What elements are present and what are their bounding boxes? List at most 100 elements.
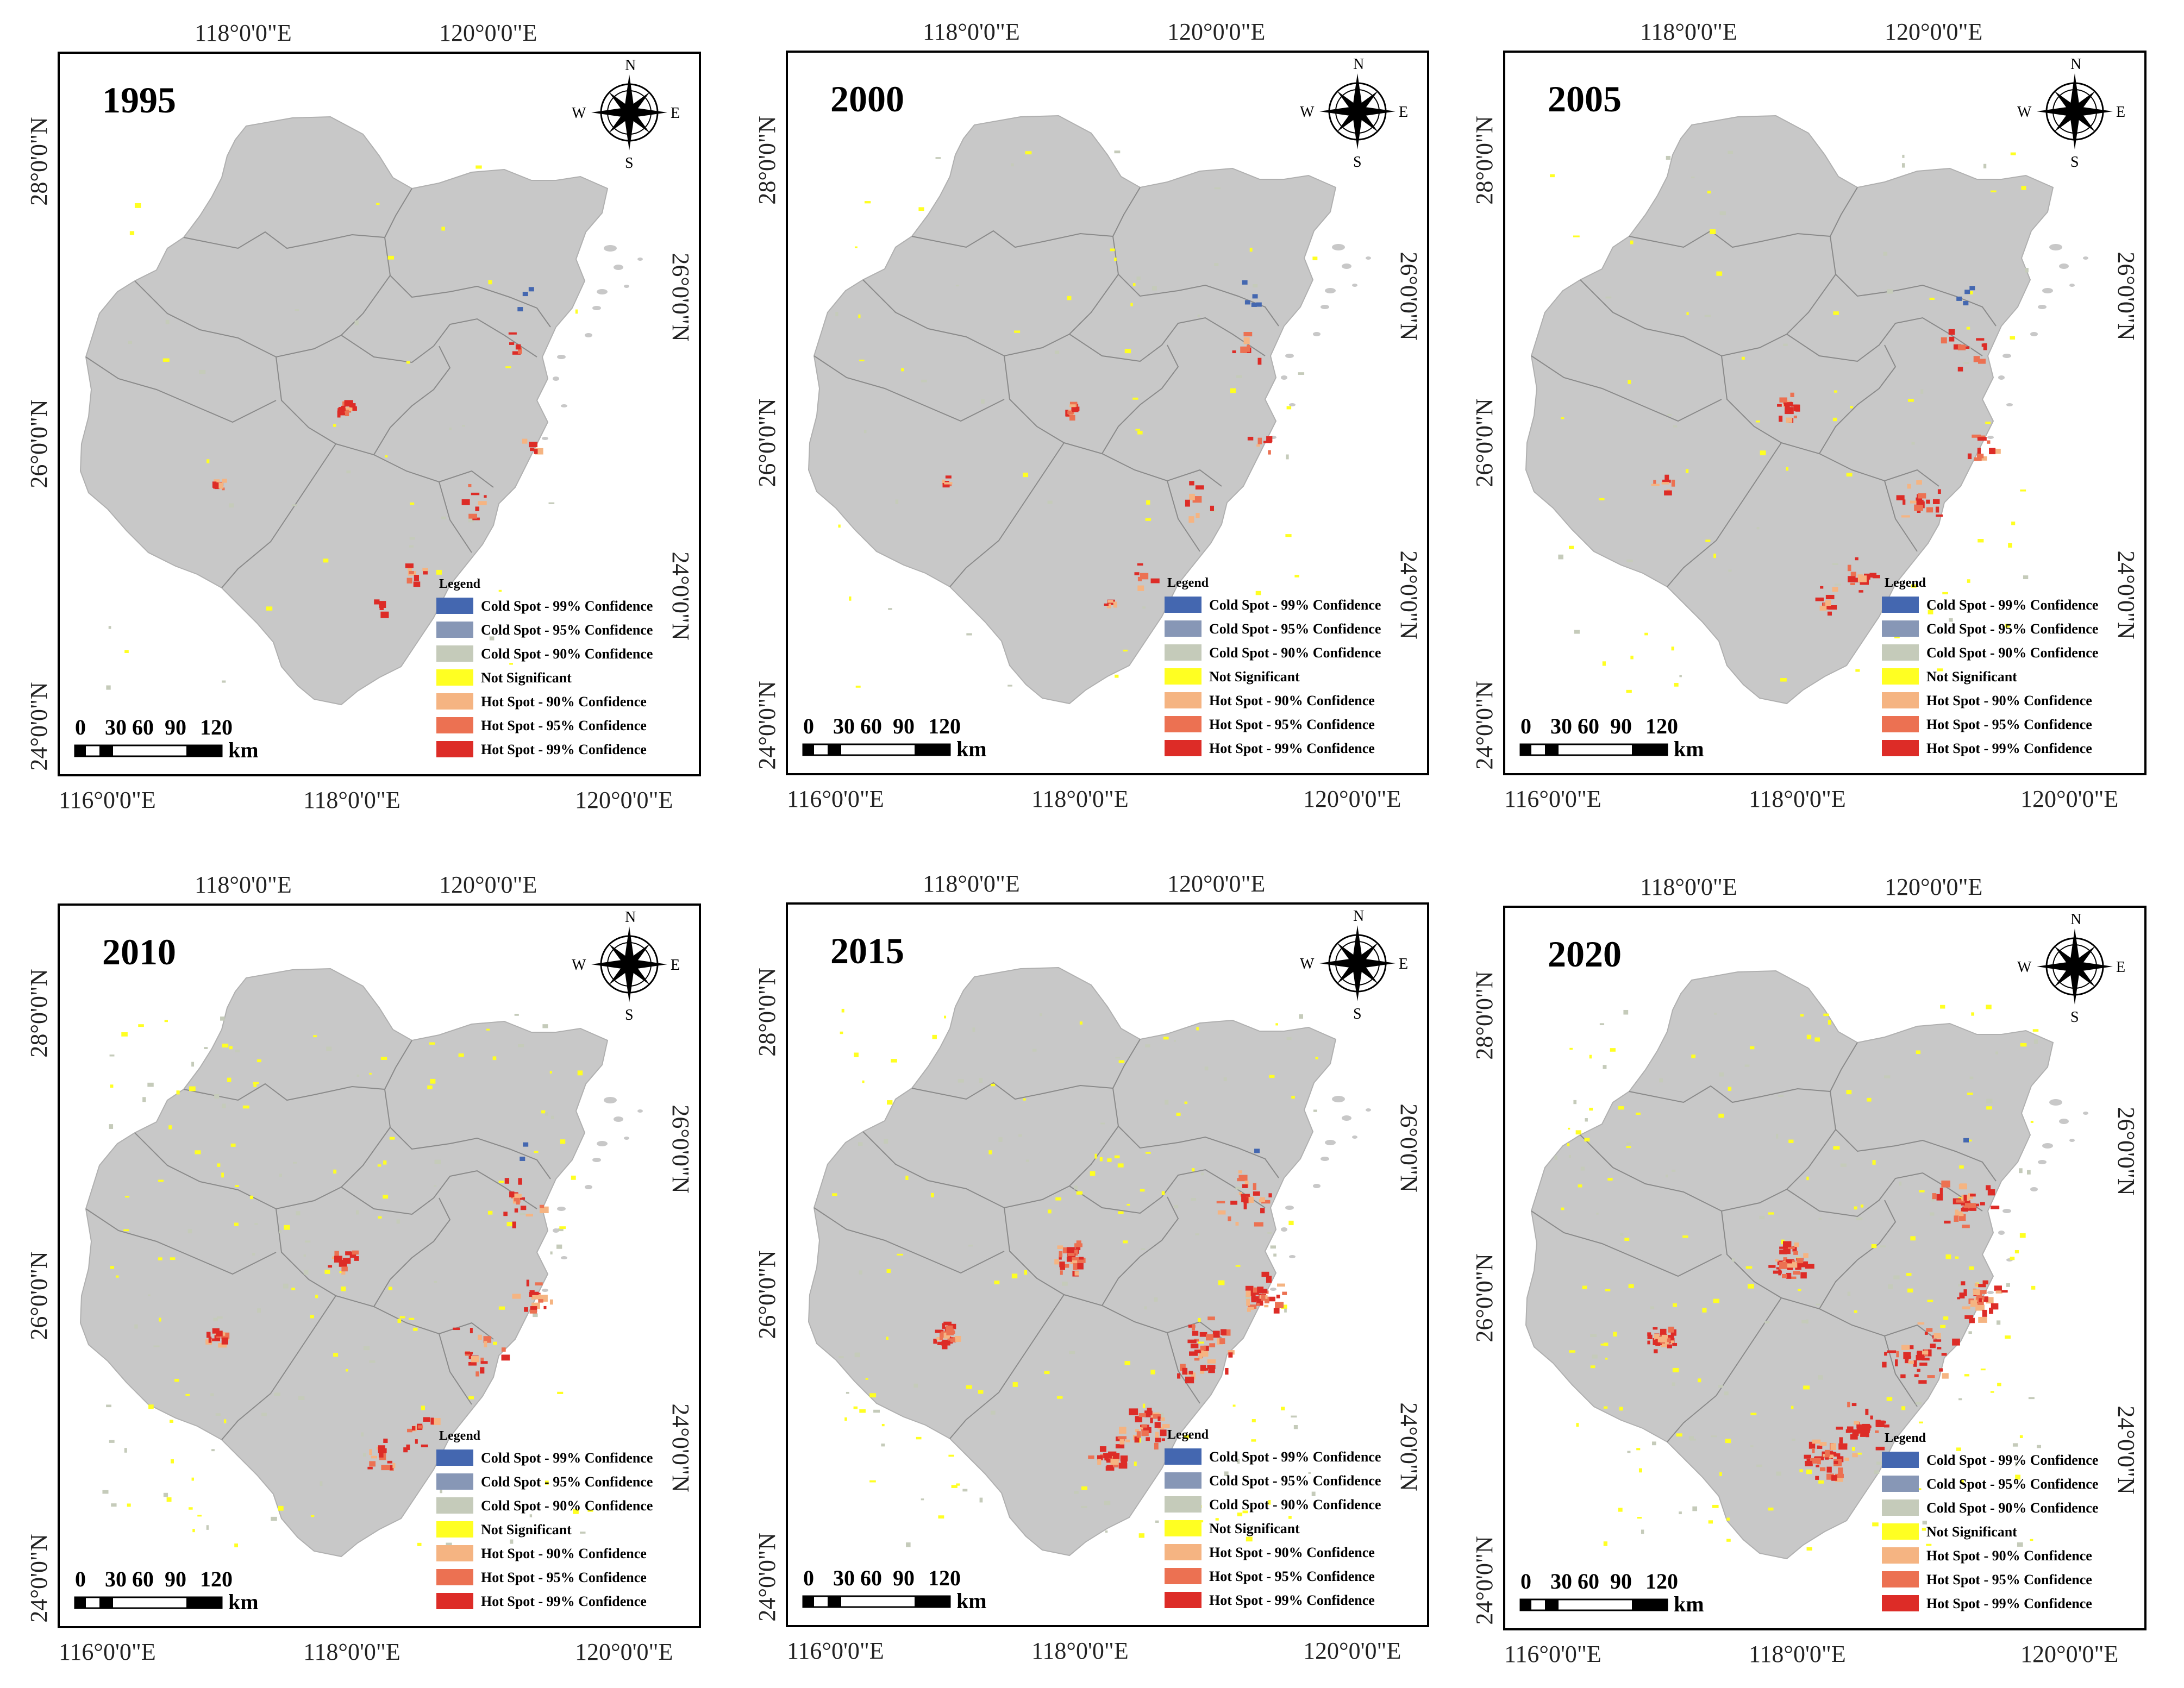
hot-spot-patch — [509, 1191, 515, 1197]
not-significant-patch — [1114, 1155, 1120, 1159]
hot-spot-patch — [1779, 397, 1787, 403]
not-significant-patch — [1142, 1403, 1146, 1409]
not-significant-patch — [968, 1244, 973, 1247]
not-significant-patch — [109, 1124, 114, 1129]
hot-spot-patch — [1261, 1200, 1271, 1204]
hot-spot-patch — [1987, 440, 1991, 444]
not-significant-patch — [1626, 1146, 1631, 1148]
legend-item-label: Cold Spot - 99% Confidence — [1926, 1452, 2098, 1468]
hot-spot-patch — [211, 1338, 221, 1341]
hot-spot-patch — [1983, 343, 1987, 350]
not-significant-patch — [235, 1050, 240, 1052]
not-significant-patch — [1728, 1087, 1732, 1091]
scale-bar-segment — [828, 1596, 841, 1607]
hot-spot-patch — [1835, 1473, 1844, 1478]
scale-bar-label: 60 — [132, 1567, 154, 1591]
not-significant-patch — [492, 1056, 497, 1061]
hot-spot-patch — [392, 1463, 396, 1468]
hot-spot-patch — [1941, 1353, 1947, 1356]
not-significant-patch — [1918, 1421, 1923, 1423]
scale-bar-unit: km — [1674, 737, 1704, 761]
hot-spot-patch — [1986, 1297, 1994, 1304]
not-significant-patch — [1568, 545, 1574, 549]
not-significant-patch — [841, 1008, 844, 1013]
island — [637, 1109, 643, 1113]
not-significant-patch — [2012, 1443, 2018, 1447]
hot-spot-patch — [1190, 1344, 1199, 1348]
scale-bar-unit: km — [956, 1589, 987, 1613]
not-significant-patch — [148, 1404, 154, 1409]
not-significant-patch — [170, 1459, 174, 1464]
hot-spot-patch — [1918, 1356, 1922, 1359]
not-significant-patch — [1691, 176, 1695, 179]
not-significant-patch — [1011, 1273, 1018, 1279]
not-significant-patch — [498, 1306, 505, 1310]
left-latitude-tick: 28°0'0"N — [26, 117, 52, 205]
not-significant-patch — [324, 1270, 330, 1274]
not-significant-patch — [333, 1169, 337, 1174]
not-significant-patch — [1291, 1095, 1295, 1099]
hot-spot-patch — [1916, 480, 1922, 485]
hot-spot-patch — [1153, 1414, 1161, 1419]
hot-spot-patch — [1150, 1417, 1153, 1423]
hot-spot-patch — [1247, 344, 1250, 352]
hot-spot-patch — [1817, 1458, 1821, 1465]
hot-spot-patch — [354, 1256, 359, 1261]
legend-swatch — [436, 741, 473, 757]
legend-item-label: Cold Spot - 99% Confidence — [481, 1450, 653, 1466]
not-significant-patch — [257, 1308, 261, 1313]
scale-bar-label: 0 — [1520, 714, 1531, 738]
not-significant-patch — [1719, 1072, 1724, 1077]
hot-spot-patch — [337, 408, 346, 411]
not-significant-patch — [1023, 472, 1028, 478]
admin-boundary — [1819, 1200, 1897, 1309]
not-significant-patch — [930, 1193, 934, 1197]
not-significant-patch — [1816, 1303, 1820, 1306]
not-significant-patch — [1741, 356, 1745, 360]
scale-bar-label: 0 — [803, 714, 814, 738]
island — [2002, 1209, 2011, 1213]
hot-spot-patch — [468, 1361, 477, 1366]
not-significant-patch — [1074, 1185, 1078, 1190]
admin-boundary — [1069, 1126, 1119, 1187]
hot-spot-patch — [480, 1357, 484, 1364]
hot-spot-patch — [381, 1465, 390, 1471]
not-significant-patch — [378, 1216, 382, 1219]
not-significant-patch — [545, 1112, 548, 1116]
not-significant-patch — [1636, 1448, 1641, 1451]
hot-spot-patch — [1070, 1259, 1078, 1265]
island — [557, 1207, 566, 1211]
hot-spot-patch — [1858, 590, 1863, 593]
right-latitude-tick: 24°0'0"N — [667, 1403, 694, 1492]
hot-spot-patch — [937, 1341, 944, 1345]
hot-spot-patch — [379, 606, 384, 610]
hot-spot-patch — [1910, 500, 1918, 504]
not-significant-patch — [549, 1071, 552, 1074]
legend-swatch — [436, 1545, 473, 1561]
not-significant-patch — [1144, 1306, 1147, 1310]
not-significant-patch — [859, 1409, 866, 1413]
hot-spot-patch — [1664, 474, 1669, 480]
hot-spot-patch — [1157, 1416, 1161, 1421]
not-significant-patch — [1011, 163, 1014, 167]
not-significant-patch — [1846, 1090, 1852, 1095]
admin-boundary — [1667, 1210, 1782, 1442]
hot-spot-patch — [345, 407, 353, 411]
hot-spot-patch — [1930, 1344, 1936, 1348]
panel-year-label: 2020 — [1548, 933, 1622, 975]
not-significant-patch — [979, 1078, 983, 1083]
hot-spot-patch — [942, 479, 946, 485]
hot-spot-patch — [1819, 605, 1827, 611]
not-significant-patch — [1806, 1469, 1812, 1474]
not-significant-patch — [313, 1035, 317, 1038]
not-significant-patch — [1708, 1520, 1713, 1524]
not-significant-patch — [884, 1139, 888, 1144]
hot-spot-patch — [1196, 513, 1200, 518]
not-significant-patch — [1801, 1320, 1808, 1323]
hot-spot-patch — [535, 1282, 543, 1286]
hot-spot-patch — [480, 1361, 488, 1364]
hot-spot-patch — [1248, 1290, 1256, 1296]
not-significant-patch — [2019, 1233, 2026, 1238]
hot-spot-patch — [1240, 346, 1247, 353]
